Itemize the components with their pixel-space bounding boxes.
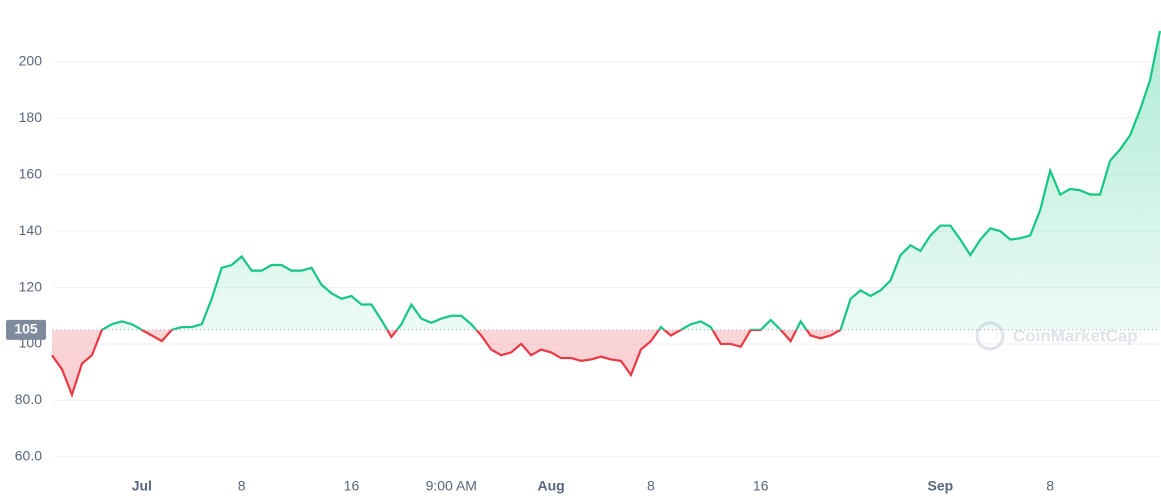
x-tick-label: Sep	[928, 478, 954, 494]
x-tick-label: Jul	[132, 478, 152, 494]
price-line	[51, 329, 842, 398]
baseline-label-bg	[6, 319, 46, 340]
x-tick-label: 16	[344, 478, 360, 494]
y-tick-label: 200	[19, 53, 43, 69]
y-tick-label: 160	[19, 165, 43, 181]
x-tick-label: 8	[647, 478, 655, 494]
y-tick-label: 180	[19, 109, 43, 125]
price-line	[100, 30, 1161, 330]
x-tick-label: 16	[753, 478, 769, 494]
x-tick-label: Aug	[537, 478, 564, 494]
y-tick-label: 140	[19, 222, 43, 238]
baseline-label: 105	[14, 321, 38, 337]
y-tick-label: 80.0	[15, 391, 42, 407]
watermark: CoinMarketCap	[975, 321, 1138, 351]
y-tick-label: 120	[19, 278, 43, 294]
watermark-logo	[975, 321, 1005, 351]
x-tick-label: 8	[238, 478, 246, 494]
x-tick-label: 9:00 AM	[426, 478, 477, 494]
x-tick-label: 8	[1046, 478, 1054, 494]
y-tick-label: 60.0	[15, 447, 42, 463]
area-above	[52, 31, 1160, 330]
area-below	[52, 329, 841, 395]
watermark-text: CoinMarketCap	[1013, 326, 1138, 345]
